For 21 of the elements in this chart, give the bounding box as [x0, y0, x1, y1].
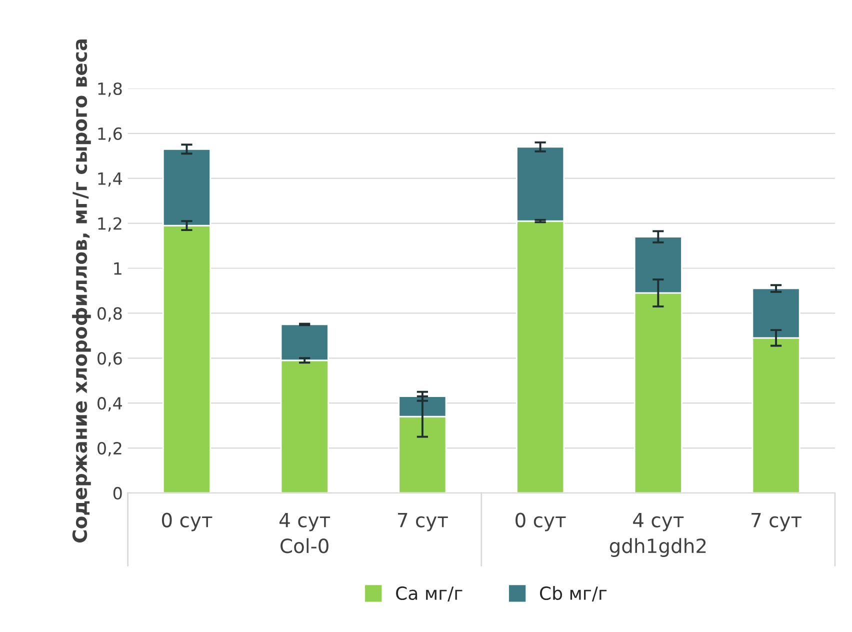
text: gdh1gdh2 [610, 538, 706, 557]
y-tick-label: 0,2 [98, 442, 122, 456]
y-tick-label: 1,8 [98, 82, 122, 97]
x-tick-label: 4 сут [280, 513, 330, 532]
legend-label: Ca мг/г [396, 586, 462, 602]
legend-label: Cb мг/г [540, 586, 607, 602]
y-tick-label: 0 [113, 486, 122, 500]
y-tick-label: 0,4 [98, 397, 122, 412]
y-tick-label: 0,8 [98, 307, 122, 322]
y-tick-label: 1 [114, 262, 122, 275]
y-tick-label: 0,6 [98, 352, 122, 366]
y-tick-label: 1,6 [98, 127, 122, 142]
x-tick-label: 7 сут [398, 513, 448, 532]
x-tick-label: 7 сут [752, 513, 802, 532]
x-tick-label: 0 сут [162, 512, 212, 532]
x-tick-label: 4 сут [633, 513, 684, 532]
y-tick-label: 1,2 [98, 217, 122, 232]
x-tick-label: 0 сут [516, 512, 566, 532]
text: Col-0 [280, 538, 328, 554]
y-axis-title: Содержание хлорофиллов, мг/г сырого веса [72, 40, 91, 542]
y-tick-label: 1,4 [98, 172, 122, 187]
